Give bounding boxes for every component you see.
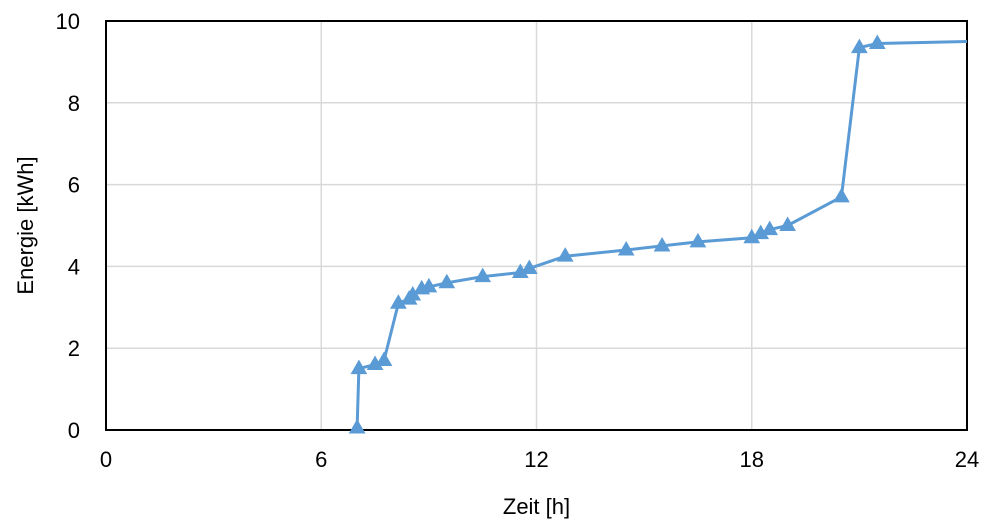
data-point-marker: [868, 34, 886, 49]
y-tick-label: 6: [68, 173, 80, 198]
x-tick-label: 6: [315, 447, 327, 472]
data-point-marker: [375, 351, 393, 366]
x-axis-label: Zeit [h]: [503, 494, 570, 519]
data-point-marker: [350, 359, 368, 375]
data-point-marker: [833, 187, 850, 203]
data-point-marker: [779, 216, 796, 231]
data-point-marker: [851, 38, 868, 54]
y-tick-label: 8: [68, 91, 80, 116]
y-tick-label: 10: [56, 9, 80, 34]
data-point-marker: [689, 232, 707, 248]
data-point-marker: [556, 247, 574, 262]
x-tick-label: 24: [955, 447, 979, 472]
x-tick-label: 0: [100, 447, 112, 472]
data-point-marker: [653, 236, 671, 252]
x-tick-label: 12: [524, 447, 548, 472]
plot-frame: [105, 20, 968, 431]
data-point-marker: [348, 418, 366, 434]
y-tick-labels: 0 2 4 6 8 10: [56, 9, 80, 443]
data-point-marker: [520, 259, 538, 274]
grid-lines: [106, 21, 967, 430]
data-point-marker: [438, 273, 456, 289]
data-point-marker: [617, 241, 635, 256]
x-tick-labels: 0 6 12 18 24: [100, 447, 979, 472]
y-axis-label: Energie [kWh]: [13, 156, 38, 294]
series-markers: [348, 34, 886, 434]
y-tick-label: 2: [68, 336, 80, 361]
y-tick-label: 0: [68, 418, 80, 443]
series-line: [355, 40, 968, 429]
data-point-marker: [390, 294, 407, 309]
data-point-marker: [474, 267, 492, 283]
x-tick-label: 18: [740, 447, 764, 472]
y-tick-label: 4: [68, 254, 80, 279]
data-point-marker: [420, 277, 438, 293]
data-point-marker: [761, 220, 779, 236]
